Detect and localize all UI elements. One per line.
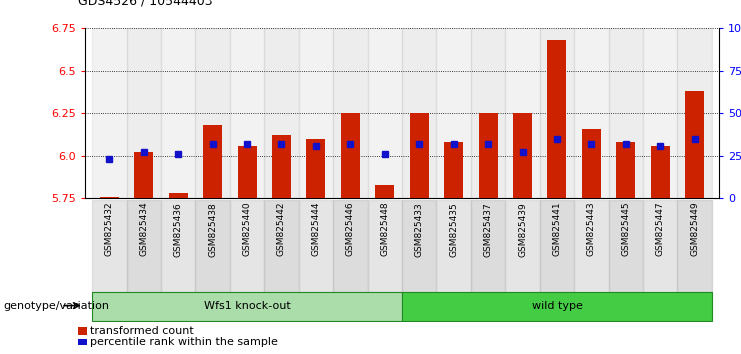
Bar: [368, 28, 402, 198]
Bar: [161, 200, 196, 292]
Text: GSM825441: GSM825441: [553, 202, 562, 257]
Bar: [402, 200, 436, 292]
Bar: [643, 200, 677, 292]
Bar: [471, 28, 505, 198]
Text: percentile rank within the sample: percentile rank within the sample: [90, 337, 279, 347]
Text: GSM825437: GSM825437: [484, 202, 493, 257]
Bar: [513, 113, 532, 198]
Text: genotype/variation: genotype/variation: [4, 301, 110, 311]
Bar: [92, 200, 127, 292]
Bar: [272, 135, 291, 198]
Bar: [539, 28, 574, 198]
Text: GSM825438: GSM825438: [208, 202, 217, 257]
Bar: [368, 200, 402, 292]
Bar: [548, 40, 566, 198]
Bar: [341, 113, 360, 198]
Bar: [402, 28, 436, 198]
Bar: [479, 113, 497, 198]
Bar: [134, 152, 153, 198]
Bar: [196, 28, 230, 198]
Bar: [333, 28, 368, 198]
Text: GSM825439: GSM825439: [518, 202, 527, 257]
Bar: [299, 200, 333, 292]
Bar: [402, 292, 712, 321]
Bar: [92, 292, 402, 321]
Text: GSM825433: GSM825433: [415, 202, 424, 257]
Bar: [539, 200, 574, 292]
Bar: [307, 139, 325, 198]
Bar: [196, 200, 230, 292]
Bar: [161, 28, 196, 198]
Text: GSM825449: GSM825449: [690, 202, 700, 257]
Bar: [169, 193, 187, 198]
Bar: [505, 200, 539, 292]
Bar: [677, 28, 712, 198]
Bar: [643, 28, 677, 198]
Bar: [617, 142, 635, 198]
Text: GSM825446: GSM825446: [346, 202, 355, 257]
Bar: [92, 28, 127, 198]
Bar: [265, 200, 299, 292]
Bar: [238, 145, 256, 198]
Bar: [574, 28, 608, 198]
Text: transformed count: transformed count: [90, 326, 194, 336]
Bar: [651, 145, 670, 198]
Bar: [471, 200, 505, 292]
Bar: [677, 200, 712, 292]
Bar: [608, 28, 643, 198]
Text: GSM825444: GSM825444: [311, 202, 320, 256]
Text: GSM825448: GSM825448: [380, 202, 389, 257]
Bar: [444, 142, 463, 198]
Bar: [582, 129, 601, 198]
Text: GSM825442: GSM825442: [277, 202, 286, 256]
Text: GSM825445: GSM825445: [621, 202, 631, 257]
Bar: [574, 200, 608, 292]
Text: GSM825434: GSM825434: [139, 202, 148, 257]
Bar: [127, 28, 161, 198]
Bar: [265, 28, 299, 198]
Bar: [299, 28, 333, 198]
Bar: [375, 185, 394, 198]
Bar: [505, 28, 539, 198]
Bar: [203, 125, 222, 198]
Bar: [608, 200, 643, 292]
Text: GSM825432: GSM825432: [104, 202, 114, 257]
Text: Wfs1 knock-out: Wfs1 knock-out: [204, 301, 290, 310]
Bar: [333, 200, 368, 292]
Bar: [230, 200, 265, 292]
Text: GSM825436: GSM825436: [173, 202, 183, 257]
Bar: [230, 28, 265, 198]
Text: wild type: wild type: [531, 301, 582, 310]
Bar: [410, 113, 429, 198]
Bar: [685, 91, 704, 198]
Text: GSM825435: GSM825435: [449, 202, 458, 257]
Bar: [100, 196, 119, 198]
Text: GSM825440: GSM825440: [242, 202, 251, 257]
Bar: [436, 28, 471, 198]
Text: GSM825447: GSM825447: [656, 202, 665, 257]
Bar: [127, 200, 161, 292]
Text: GDS4526 / 10544403: GDS4526 / 10544403: [78, 0, 213, 7]
Bar: [436, 200, 471, 292]
Text: GSM825443: GSM825443: [587, 202, 596, 257]
